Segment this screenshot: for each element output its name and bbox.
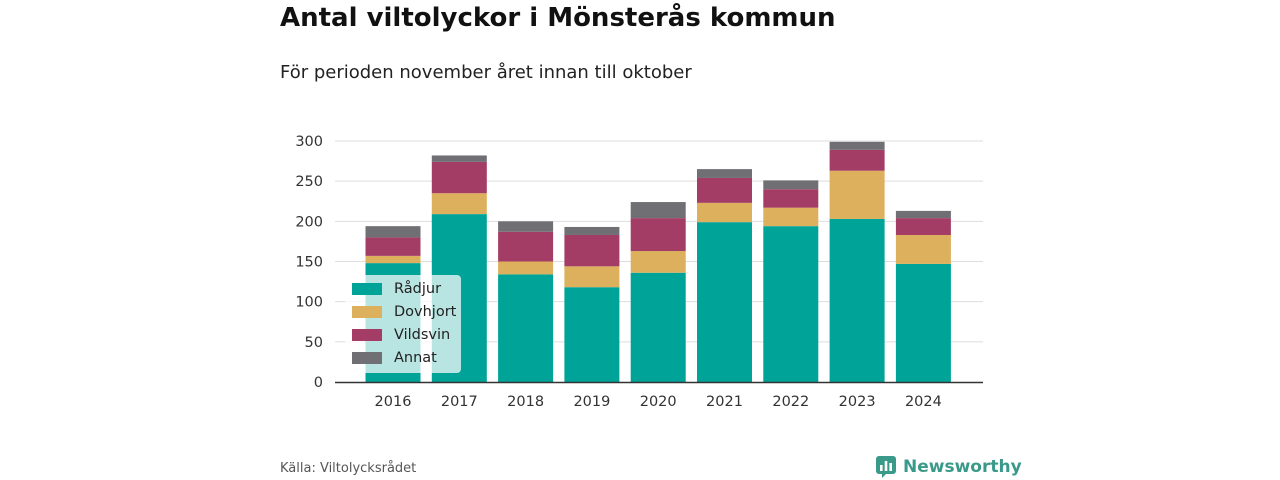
y-tick-label: 200: [295, 214, 323, 230]
bar-segment-radjur: [498, 274, 554, 382]
legend-label-vildsvin: Vildsvin: [394, 327, 451, 343]
bar-segment-annat: [365, 226, 421, 238]
bar-segment-vildsvin: [564, 234, 620, 267]
x-tick-label: 2019: [573, 394, 610, 410]
bar-segment-radjur: [564, 287, 620, 382]
bar-segment-radjur: [829, 218, 885, 382]
brand-logo[interactable]: Newsworthy: [875, 455, 1022, 479]
bar-segment-radjur: [895, 263, 951, 382]
legend: Rådjur Dovhjort Vildsvin Annat: [345, 275, 461, 373]
bar-segment-vildsvin: [697, 177, 752, 203]
brand-name: Newsworthy: [903, 457, 1022, 477]
bar-segment-dovhjort: [498, 261, 554, 275]
bar-segment-dovhjort: [431, 193, 487, 215]
bar-segment-dovhjort: [895, 234, 951, 264]
legend-swatch-annat: [352, 352, 382, 364]
bar-segment-vildsvin: [365, 237, 421, 256]
y-tick-label: 100: [295, 295, 323, 311]
bar-segment-annat: [498, 221, 554, 232]
bar-segment-annat: [763, 180, 819, 190]
chart-title: Antal viltolyckor i Mönsterås kommun: [280, 3, 836, 33]
bar-segment-annat: [564, 226, 620, 235]
bar-segment-radjur: [630, 272, 686, 382]
legend-swatch-radjur: [352, 283, 382, 295]
x-tick-label: 2016: [375, 394, 412, 410]
bar-segment-vildsvin: [498, 231, 554, 262]
bar-segment-annat: [697, 169, 752, 178]
x-tick-label: 2021: [706, 394, 743, 410]
source-note: Källa: Viltolycksrådet: [280, 461, 417, 476]
x-tick-label: 2022: [772, 394, 809, 410]
y-tick-label: 300: [295, 134, 323, 150]
legend-item-dovhjort: Dovhjort: [352, 302, 456, 322]
bar-segment-dovhjort: [564, 266, 620, 288]
bar-segment-dovhjort: [763, 207, 819, 227]
x-axis-ticks: 2016 2017 2018 2019 2020 2021 2022 2023 2024: [375, 394, 942, 410]
bar-segment-dovhjort: [697, 202, 752, 223]
legend-label-dovhjort: Dovhjort: [394, 304, 457, 320]
bar-segment-vildsvin: [431, 161, 487, 194]
legend-label-radjur: Rådjur: [394, 281, 442, 297]
x-tick-label: 2018: [507, 394, 544, 410]
bar-segment-vildsvin: [763, 189, 819, 208]
y-tick-label: 0: [314, 375, 323, 391]
legend-swatch-dovhjort: [352, 306, 382, 318]
bar-segment-annat: [895, 210, 951, 219]
bar-segment-radjur: [763, 226, 819, 382]
y-tick-label: 50: [305, 335, 323, 351]
x-tick-label: 2024: [905, 394, 942, 410]
bar-segment-vildsvin: [895, 218, 951, 235]
x-tick-label: 2023: [839, 394, 876, 410]
y-tick-label: 250: [295, 174, 323, 190]
bar-segment-dovhjort: [829, 170, 885, 219]
bar-segment-dovhjort: [365, 255, 421, 264]
y-tick-label: 150: [295, 255, 323, 271]
bar-segment-vildsvin: [829, 149, 885, 171]
bar-segment-annat: [630, 202, 686, 219]
bar-segment-vildsvin: [630, 218, 686, 252]
legend-label-annat: Annat: [394, 350, 437, 366]
x-tick-label: 2017: [441, 394, 478, 410]
bar-segment-annat: [829, 141, 885, 150]
x-tick-label: 2020: [640, 394, 677, 410]
y-axis-ticks: 0 50 100 150 200 250 300: [295, 134, 323, 391]
legend-item-annat: Annat: [352, 348, 437, 368]
legend-item-vildsvin: Vildsvin: [352, 325, 450, 345]
newsworthy-logo-icon: [876, 456, 896, 478]
bar-segment-dovhjort: [630, 251, 686, 273]
bar-segment-radjur: [697, 222, 752, 382]
legend-item-radjur: Rådjur: [352, 279, 441, 299]
chart-subtitle: För perioden november året innan till ok…: [280, 62, 692, 83]
bar-segment-annat: [431, 155, 487, 162]
legend-swatch-vildsvin: [352, 329, 382, 341]
